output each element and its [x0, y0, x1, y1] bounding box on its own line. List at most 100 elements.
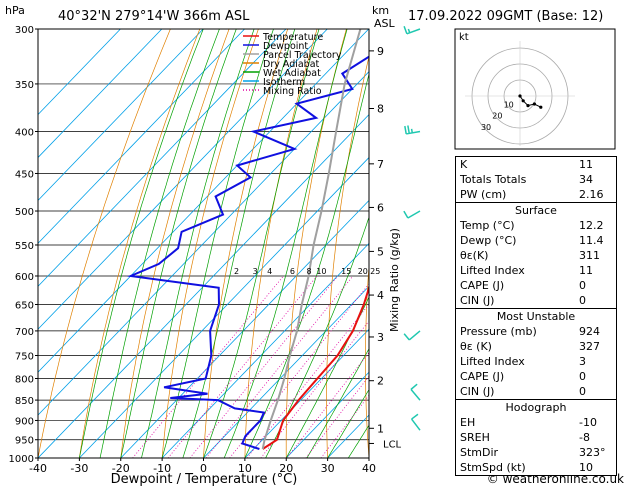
km-tick-label: 4 — [377, 289, 384, 302]
row-value: 10 — [579, 461, 593, 474]
temperature-tick-label: -40 — [29, 462, 47, 475]
legend-label: Dry Adiabat — [263, 59, 320, 70]
lcl-label: LCL — [383, 439, 402, 450]
row-value: 924 — [579, 325, 600, 338]
pressure-tick-label: 500 — [15, 207, 34, 218]
wind-barb — [410, 418, 421, 431]
hodograph-frame — [454, 28, 616, 150]
km-tick-label: 2 — [377, 375, 384, 388]
temperature-tick-label: 0 — [200, 462, 207, 475]
pressure-tick-label: 450 — [15, 169, 34, 180]
hodograph-point — [539, 105, 543, 109]
mixing-ratio-line — [167, 275, 318, 458]
isotherm-line — [203, 285, 369, 458]
isotherm-line — [38, 29, 328, 330]
hodograph-ring-label: 30 — [481, 123, 491, 132]
dry-adiabat-line — [403, 29, 434, 458]
isotherm-line — [38, 29, 245, 244]
dry-adiabat-line — [79, 29, 201, 458]
mixing-ratio-line — [286, 351, 369, 458]
row-value: 3 — [579, 355, 586, 368]
row-value: -8 — [579, 431, 590, 444]
wind-barb-flag — [403, 26, 408, 35]
legend-label: Wet Adiabat — [263, 68, 321, 79]
legend-label: Parcel Trajectory — [263, 50, 342, 61]
mixing-ratio-line — [320, 394, 369, 458]
isotherm-line — [38, 29, 121, 116]
pressure-tick-label: 900 — [15, 416, 34, 427]
km-tick-label: 7 — [377, 158, 384, 171]
mixing-ratio-label: 10 — [316, 267, 326, 276]
row-value: 11 — [579, 264, 593, 277]
mixing-ratio-line — [246, 303, 369, 458]
wet-adiabat-line — [306, 348, 369, 458]
hodograph-table-header: Hodograph — [456, 399, 616, 415]
row-key: CIN (J) — [460, 294, 495, 307]
table-row: Totals Totals 34 — [456, 172, 616, 187]
isotherm-line — [79, 156, 369, 458]
indices-table: K 11 Totals Totals 34 PW (cm) 2.16 Surface Te… — [455, 156, 617, 476]
pressure-tick-label: 550 — [15, 241, 34, 252]
pressure-tick-label: 950 — [15, 436, 34, 447]
hodograph-ring-label: 10 — [504, 100, 514, 109]
wet-adiabat-line — [244, 72, 369, 458]
pressure-tick-label: 800 — [15, 374, 34, 385]
row-value: 12.2 — [579, 219, 604, 232]
table-row: Pressure (mb) 924 — [456, 324, 616, 339]
isotherm-line — [120, 199, 369, 458]
pressure-tick-label: 750 — [15, 351, 34, 362]
wet-adiabat-line — [223, 29, 348, 458]
legend-label: Temperature — [262, 32, 323, 43]
row-key: θε (K) — [460, 340, 492, 353]
wind-barb-flag — [410, 383, 418, 390]
temperature-tick-label: -20 — [112, 462, 130, 475]
mixing-ratio-label: 6 — [290, 267, 295, 276]
wind-barb-flag — [403, 210, 409, 219]
temperature-tick-label: -30 — [70, 462, 88, 475]
row-value: 11 — [579, 158, 593, 171]
isotherm-line — [285, 371, 369, 458]
row-key: SREH — [460, 431, 490, 444]
pressure-tick-label: 300 — [15, 25, 34, 36]
row-key: Totals Totals — [460, 173, 527, 186]
table-row: θε(K) 311 — [456, 248, 616, 263]
table-row: StmSpd (kt) 10 — [456, 460, 616, 475]
x-axis-title: Dewpoint / Temperature (°C) — [111, 472, 298, 486]
datetime-title: 17.09.2022 09GMT (Base: 12) — [408, 9, 603, 24]
legend-label: Isotherm — [263, 77, 305, 88]
row-value: 34 — [579, 173, 593, 186]
dry-adiabat-line — [365, 261, 369, 458]
wind-barb — [406, 28, 421, 35]
isotherm-line — [38, 113, 369, 458]
pressure-tick-label: 700 — [15, 327, 34, 338]
row-key: Lifted Index — [460, 264, 525, 277]
wind-barb-flag — [410, 128, 414, 133]
wind-barb-flag — [407, 125, 410, 134]
hodograph-point — [532, 102, 537, 106]
legend-label: Mixing Ratio — [263, 86, 322, 97]
row-key: EH — [460, 416, 476, 429]
wet-adiabat-line — [79, 29, 204, 458]
row-value: 2.16 — [579, 188, 604, 201]
table-row: PW (cm) 2.16 — [456, 187, 616, 202]
wind-barb-flag — [411, 413, 419, 420]
mixing-ratio-axis-title: Mixing Ratio (g/kg) — [388, 228, 401, 332]
dewpoint-line — [126, 55, 369, 450]
pressure-tick-label: 600 — [15, 272, 34, 283]
mixing-ratio-label: 15 — [341, 267, 351, 276]
dry-adiabat-line — [203, 29, 289, 458]
asl-axis-title: ASL — [374, 17, 396, 30]
temperature-tick-label: 20 — [279, 462, 293, 475]
table-row: Dewp (°C) 11.4 — [456, 233, 616, 248]
dry-adiabat-line — [120, 29, 230, 458]
row-key: θε(K) — [460, 249, 489, 262]
table-row: CAPE (J) 0 — [456, 369, 616, 384]
parcel-trajectory-line — [261, 29, 362, 450]
wind-barb — [408, 330, 421, 341]
row-value: 327 — [579, 340, 600, 353]
background-grid — [38, 29, 434, 458]
isotherm-line — [38, 29, 163, 159]
table-row: θε (K) 327 — [456, 339, 616, 354]
